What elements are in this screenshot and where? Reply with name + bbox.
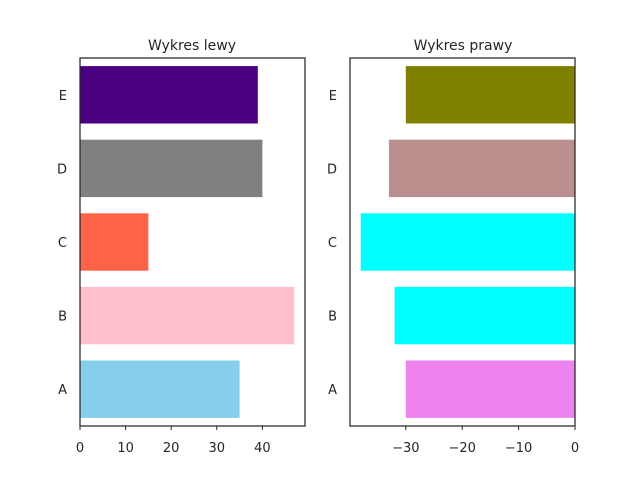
left-chart-x-tick-label-0: 0 (76, 441, 84, 456)
left-chart-y-tick-label-a: A (58, 383, 67, 398)
right-chart-title: Wykres prawy (414, 38, 513, 54)
left-chart-y-tick-labels: A B C D E (57, 89, 67, 398)
right-chart-y-tick-label-d: D (327, 162, 337, 177)
right-chart-x-tick-label-1: −20 (448, 441, 475, 456)
right-chart-bar-b (394, 286, 575, 345)
left-chart-bar-c (80, 213, 149, 271)
right-chart-bar-e (405, 66, 575, 124)
left-chart-x-tick-label-1: 10 (117, 441, 134, 456)
left-chart-y-tick-label-e: E (59, 89, 67, 104)
right-chart-y-tick-label-e: E (329, 89, 337, 104)
left-chart-x-tick-label-2: 20 (163, 441, 180, 456)
left-chart-bars (80, 66, 295, 418)
left-chart-y-tick-label-b: B (58, 310, 67, 325)
right-chart-x-tick-label-3: 0 (571, 441, 579, 456)
left-chart-x-ticks: 0 10 20 30 40 (76, 426, 271, 456)
left-chart-title: Wykres lewy (148, 38, 236, 54)
left-chart-axes-frame (79, 57, 306, 427)
right-chart-x-ticks: −30 −20 −10 0 (392, 426, 579, 456)
right-chart-y-tick-labels: A B C D E (327, 89, 337, 398)
left-chart-x-tick-label-3: 30 (209, 441, 226, 456)
left-chart-x-tick-label-4: 40 (254, 441, 271, 456)
right-chart-x-tick-label-2: −10 (505, 441, 532, 456)
left-chart-y-tick-label-c: C (58, 236, 67, 251)
left-chart-bar-d (80, 139, 263, 198)
right-chart-bar-c (360, 213, 575, 271)
left-chart-y-tick-label-d: D (57, 162, 67, 177)
right-chart: Wykres prawy A B C D E −30 −20 −10 0 (327, 38, 579, 456)
right-chart-x-tick-label-0: −30 (392, 441, 419, 456)
left-chart: Wykres lewy A B C D E 0 10 20 30 40 (57, 38, 306, 456)
right-chart-y-tick-label-b: B (328, 310, 337, 325)
right-chart-axes-frame (349, 57, 576, 427)
left-chart-bar-e (80, 66, 258, 124)
right-chart-bars (360, 66, 575, 418)
right-chart-bar-a (405, 360, 575, 418)
right-chart-y-tick-label-a: A (328, 383, 337, 398)
left-chart-bar-b (80, 286, 295, 345)
right-chart-bar-d (388, 139, 575, 198)
left-chart-bar-a (80, 360, 240, 418)
right-chart-y-tick-label-c: C (328, 236, 337, 251)
